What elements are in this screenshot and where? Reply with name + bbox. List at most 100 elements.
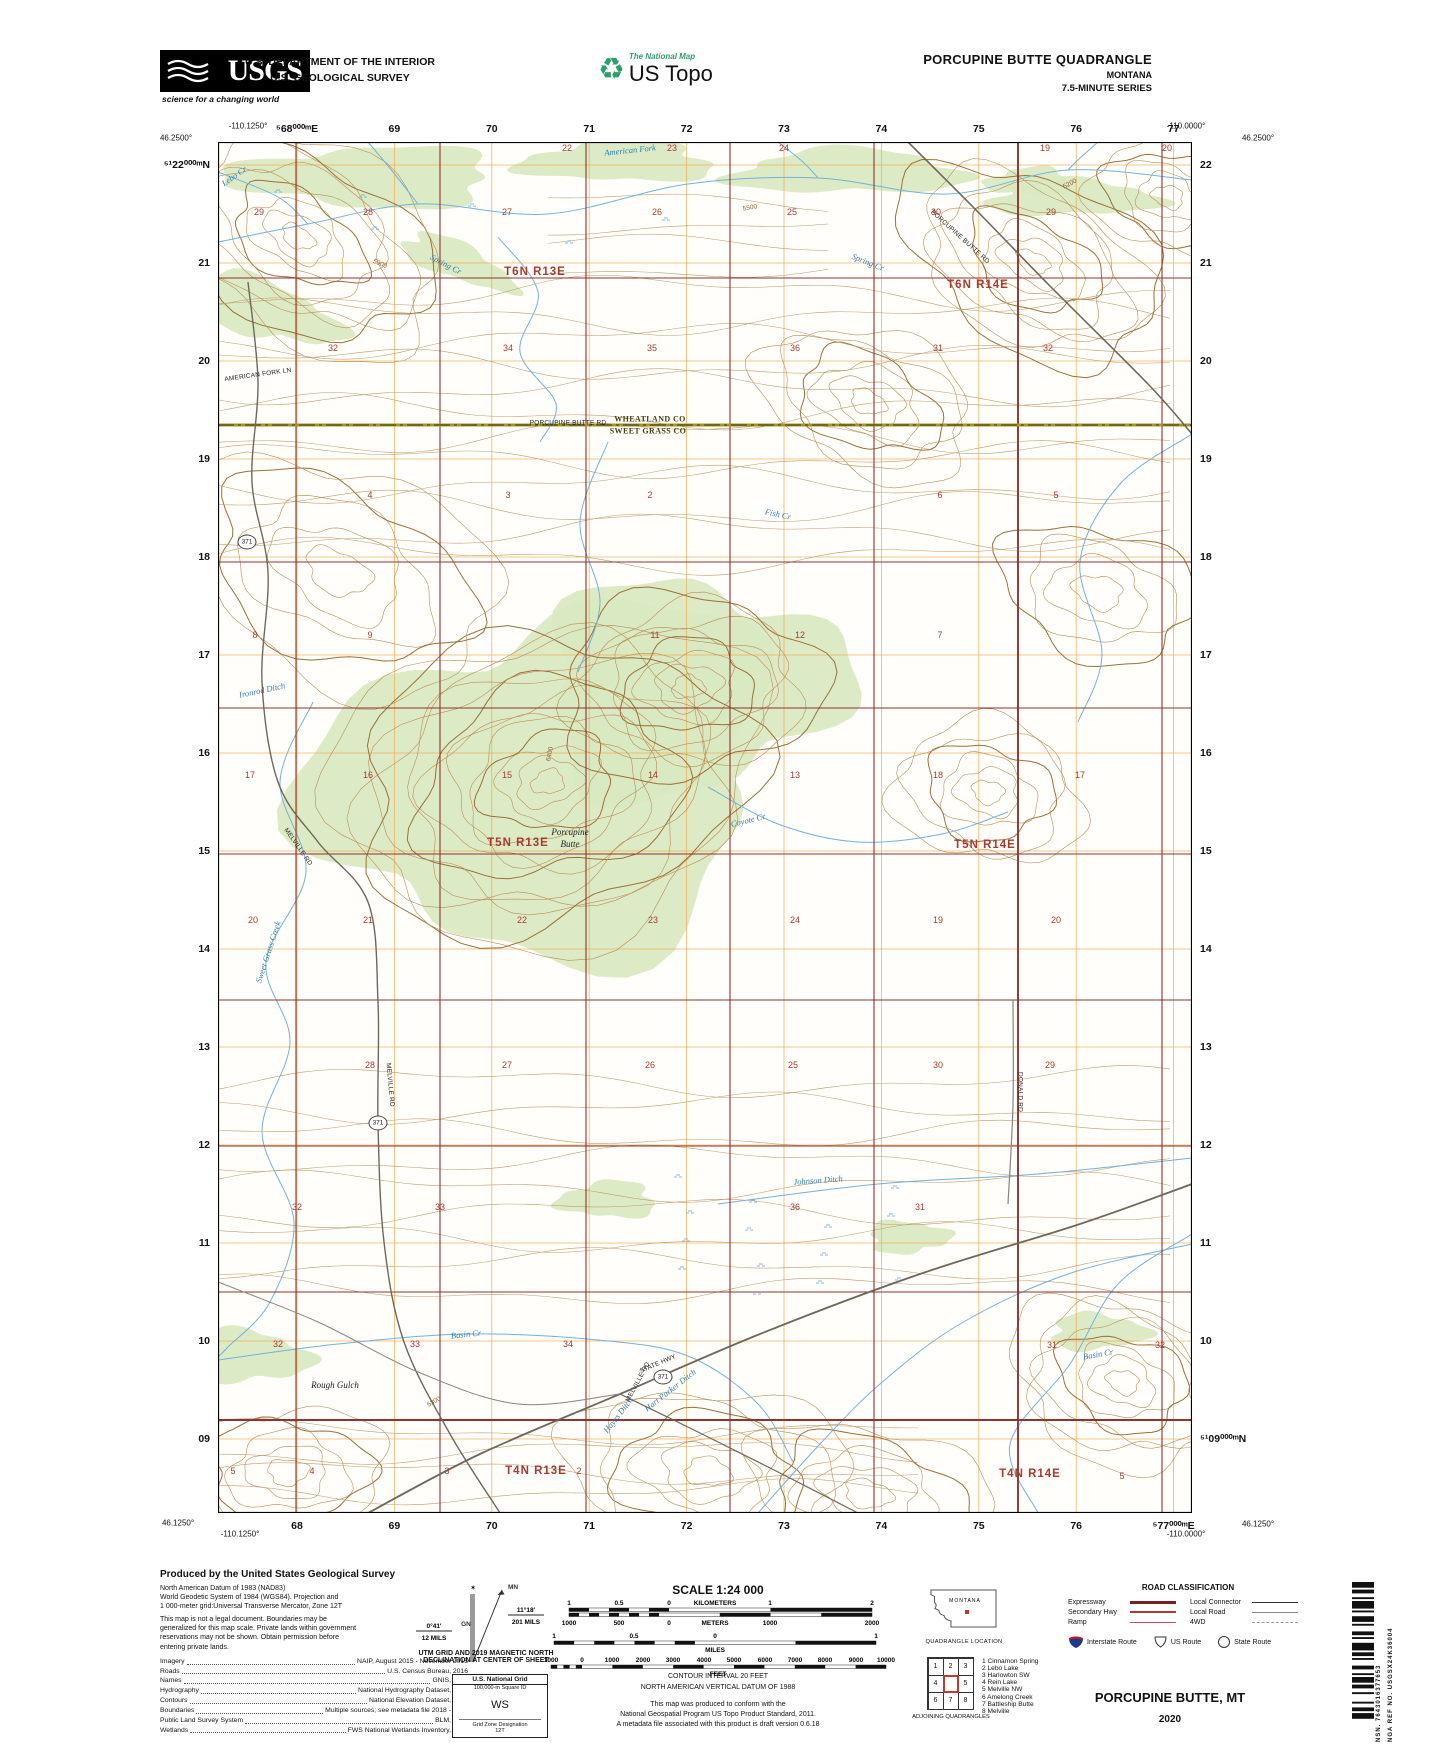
conformance-line: This map was produced to conform with th…: [650, 1701, 786, 1708]
section-number: 34: [562, 1339, 574, 1349]
map-label: T5N R13E: [487, 837, 549, 849]
svg-text:8000: 8000: [818, 1657, 833, 1664]
conformance-line: National Geospatial Program US Topo Prod…: [620, 1711, 816, 1719]
adjoining-quad-name: 6 Amelong Creek: [982, 1693, 1033, 1701]
map-label: Rough Gulch: [311, 1380, 359, 1390]
grid-tick-left: ⁵¹22⁰⁰⁰ᵐN: [163, 159, 210, 171]
grid-tick-top: 69: [388, 123, 401, 135]
grid-tick-right: ⁵¹09⁰⁰⁰ᵐN: [1200, 1433, 1247, 1445]
map-label: T5N R14E: [954, 839, 1016, 851]
corner-coord: -110.1250°: [228, 121, 268, 131]
credit-row: Contours National Elevation Dataset, 2006: [160, 1697, 468, 1705]
quad-series: 7.5-MINUTE SERIES: [1061, 83, 1152, 94]
section-number: 2: [576, 1466, 582, 1476]
fourwd-line: [1252, 1621, 1298, 1623]
nga-ref-number: NGA REF NO. USGSX24K36004: [1388, 1627, 1394, 1742]
section-number: 29: [1044, 1060, 1056, 1070]
production-notes: Produced by the United States Geological…: [160, 1568, 468, 1735]
section-number: 5: [1119, 1471, 1125, 1481]
corner-coord: 46.2500°: [1241, 133, 1275, 143]
grid-tick-bottom: 72: [680, 1520, 693, 1532]
map-label: WHEATLAND CO: [614, 414, 686, 424]
legal-lines: This map is not a legal document. Bounda…: [160, 1615, 468, 1651]
grid-tick-top: 71: [583, 123, 596, 135]
svg-text:6000: 6000: [758, 1657, 773, 1664]
topo-map: -110.1250° 46.2500° -110.0000° 46.2500° …: [160, 122, 1274, 1539]
section-number: 25: [786, 207, 798, 217]
section-number: 24: [778, 143, 790, 153]
interstate-shield-icon: [1069, 1636, 1083, 1648]
section-number: 36: [789, 1202, 801, 1212]
grid-tick-right: 16: [1200, 747, 1212, 759]
grid-tick-left: 14: [198, 943, 210, 955]
corner-coord: 46.1250°: [1241, 1519, 1275, 1529]
svg-text:1: 1: [567, 1600, 571, 1607]
section-number: 28: [362, 207, 374, 217]
svg-text:KILOMETERS: KILOMETERS: [694, 1600, 737, 1607]
map-title: PORCUPINE BUTTE, MT: [1094, 1690, 1246, 1705]
grid-tick-right: 13: [1200, 1041, 1212, 1053]
section-number: 15: [501, 770, 513, 780]
section-number: 5: [230, 1466, 236, 1476]
local-road-line: [1252, 1611, 1298, 1613]
grid-tick-left: 13: [198, 1041, 210, 1053]
usgs-tagline: science for a changing world: [162, 94, 280, 104]
grid-tick-right: 20: [1200, 355, 1212, 367]
section-number: 7: [937, 630, 943, 640]
grid-tick-left: 18: [198, 551, 210, 563]
svg-text:3000: 3000: [666, 1657, 681, 1664]
map-label: T4N R14E: [999, 1468, 1061, 1480]
svg-text:0: 0: [667, 1620, 671, 1627]
contour-note: CONTOUR INTERVAL 20 FEET NORTH AMERICAN …: [568, 1672, 868, 1693]
datum-lines: North American Datum of 1983 (NAD83) Worl…: [160, 1584, 468, 1611]
section-number: 8: [252, 630, 258, 640]
state-route-item: State Route: [1217, 1635, 1271, 1649]
barcode: [1352, 1582, 1374, 1719]
legend-row: 4WD: [1190, 1617, 1298, 1627]
section-number: 9: [367, 630, 373, 640]
grid-tick-left: 16: [198, 747, 210, 759]
section-number: 21: [362, 915, 374, 925]
adjoining-cell: 2: [942, 1657, 959, 1676]
legend-row: Expressway: [1068, 1597, 1176, 1607]
svg-text:FEET: FEET: [710, 1671, 727, 1678]
grid-tick-top: 75: [972, 123, 985, 135]
usng-square-label: 100,000-m Square ID: [473, 1685, 527, 1691]
declination-diagram: ✶ GN MN 0°41′ 12 MILS 11°18′ 201 MILS: [416, 1584, 544, 1663]
usng-zone-label: Grid Zone Designation: [472, 1722, 528, 1728]
adjoining-cell: 1: [927, 1657, 944, 1676]
credit-row: Imagery NAIP, August 2015 - November 2015: [160, 1657, 468, 1665]
section-number: 18: [932, 770, 944, 780]
legal-line: reservations may not be shown. Obtain pe…: [160, 1634, 339, 1642]
department-heading: U.S. DEPARTMENT OF THE INTERIOR U.S. GEO…: [240, 55, 440, 87]
grid-tick-left: 21: [198, 257, 210, 269]
mn-degrees: 11°18′: [517, 1606, 536, 1614]
gn-degrees: 0°41′: [426, 1622, 441, 1630]
section-number: 14: [647, 770, 659, 780]
svg-text:7000: 7000: [788, 1657, 803, 1664]
credit-row: Wetlands FWS National Wetlands Inventory,…: [160, 1726, 468, 1734]
grid-tick-top: 74: [875, 123, 888, 135]
corner-coord: -110.1250°: [220, 1529, 260, 1539]
section-number: 4: [309, 1466, 315, 1476]
corner-coord: -110.0000°: [1166, 1529, 1206, 1539]
quad-title: PORCUPINE BUTTE QUADRANGLE: [923, 52, 1152, 67]
us-route-item: US Route: [1153, 1635, 1201, 1649]
state-locator-map: MONTANA: [930, 1589, 997, 1628]
usgs-logo-text: USGS: [227, 54, 303, 87]
adjoining-quad-name: 7 Battleship Butte: [982, 1700, 1034, 1708]
svg-text:1000: 1000: [763, 1620, 778, 1627]
grid-tick-right: 10: [1200, 1335, 1212, 1347]
credits-list: Imagery NAIP, August 2015 - November 2015…: [160, 1657, 468, 1736]
section-number: 6: [937, 490, 943, 500]
legend-row: Local Connector: [1190, 1597, 1298, 1607]
grid-tick-left: 11: [198, 1237, 210, 1249]
section-number: 24: [789, 915, 801, 925]
usgs-wave-icon: [167, 59, 209, 83]
section-number: 5: [1053, 490, 1059, 500]
section-number: 3: [444, 1466, 450, 1476]
adjoining-cell: 4: [927, 1674, 944, 1693]
credit-row: Boundaries Multiple sources; see metadata…: [160, 1706, 468, 1714]
route-shield: 371: [237, 534, 257, 550]
